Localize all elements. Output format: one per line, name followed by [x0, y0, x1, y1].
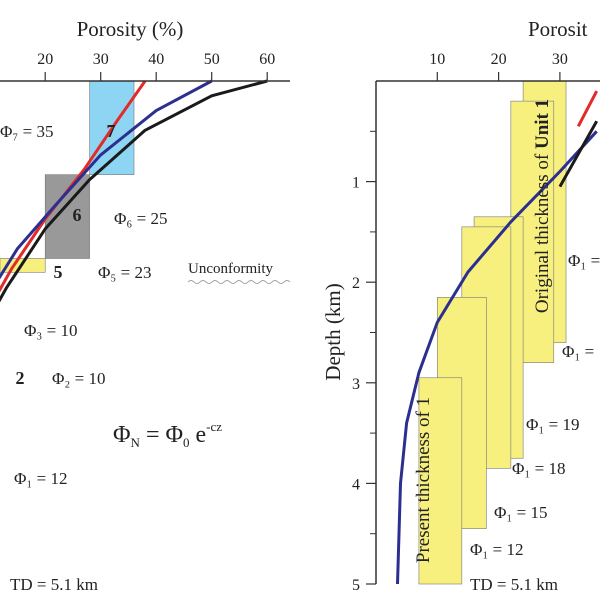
unit-label-2: 2 [16, 368, 25, 388]
formula-phi: Φ [113, 422, 131, 448]
present-thickness-label: Present thickness of 1 [413, 397, 434, 563]
original-thickness-prefix: Original thickness of [532, 149, 553, 313]
left-curve-1 [0, 80, 147, 293]
right-phi1-15-label: Φ₁ = 15 [494, 503, 547, 522]
left-curves [0, 79, 268, 303]
right-curve-2 [576, 90, 599, 127]
unit-label-6: 6 [73, 205, 82, 225]
right-y-axis-title: Depth (km) [321, 283, 345, 380]
phi5-label: Φ₅ = 23 [98, 263, 151, 282]
left-curve-2 [0, 79, 213, 280]
formula-sub-0: 0 [183, 435, 190, 450]
right-y-tick-label-3: 3 [352, 376, 360, 393]
right-y-tick-label-4: 4 [352, 476, 360, 493]
left-x-ticks: 20 30 40 50 60 [37, 51, 275, 81]
right-x-tick-label-30: 30 [552, 51, 568, 68]
phi6-label: Φ₆ = 25 [114, 209, 167, 228]
right-x-tick-label-10: 10 [429, 51, 445, 68]
right-y-ticks: 1 2 3 4 5 [352, 130, 376, 594]
right-phi1-19-label: Φ₁ = 19 [526, 415, 579, 434]
left-td-label: TD = 5.1 km [10, 575, 98, 594]
left-curve-3 [0, 79, 268, 303]
left-x-tick-label-50: 50 [204, 51, 220, 68]
right-y-tick-label-2: 2 [352, 275, 360, 292]
right-phi1-18-label: Φ₁ = 18 [512, 459, 565, 478]
right-phi1-label-b: Φ₁ = [562, 342, 594, 361]
right-td-label: TD = 5.1 km [470, 575, 558, 594]
right-phi1-12-label: Φ₁ = 12 [470, 540, 523, 559]
left-x-axis-title: Porosity (%) [77, 17, 184, 41]
left-x-tick-label-20: 20 [37, 51, 53, 68]
original-thickness-unit: Unit 1 [532, 99, 553, 149]
unit-label-5: 5 [54, 262, 63, 282]
right-panel: 10 20 30 1 2 3 4 5 Porosit Depth (km) Original… [321, 17, 600, 594]
original-thickness-label: Original thickness of Unit 1 [532, 99, 553, 313]
right-x-axis-title: Porosit [528, 17, 588, 41]
phi1-label: Φ₁ = 12 [14, 469, 67, 488]
right-curve-3 [558, 120, 599, 188]
right-x-ticks: 10 20 30 [429, 51, 568, 81]
right-x-tick-label-20: 20 [491, 51, 507, 68]
right-curves [396, 90, 599, 585]
right-y-tick-label-5: 5 [352, 577, 360, 594]
left-x-tick-label-30: 30 [93, 51, 109, 68]
phi3-label: Φ₃ = 10 [24, 321, 77, 340]
formula-exponent: -cz [206, 419, 222, 434]
right-curve-1 [396, 130, 598, 585]
unconformity-wavy-line [187, 280, 291, 284]
left-panel: 20 30 40 50 60 Porosity (%) 7 6 5 2 Φ₇ = 35 … [0, 17, 291, 594]
left-x-tick-label-60: 60 [259, 51, 275, 68]
formula: ΦN = Φ0 e-cz [113, 419, 222, 450]
formula-e: e [190, 422, 207, 448]
unconformity-label: Unconformity [188, 261, 273, 277]
right-y-tick-label-1: 1 [352, 175, 360, 192]
right-phi1-label-a: Φ₁ = [568, 251, 600, 270]
formula-sub-n: N [131, 435, 141, 450]
thickness-column-6 [418, 377, 463, 585]
unit-label-7: 7 [107, 121, 116, 141]
formula-eq: = Φ [140, 422, 183, 448]
phi7-label: Φ₇ = 35 [0, 122, 53, 141]
phi2-label: Φ₂ = 10 [52, 369, 105, 388]
left-x-tick-label-40: 40 [148, 51, 164, 68]
